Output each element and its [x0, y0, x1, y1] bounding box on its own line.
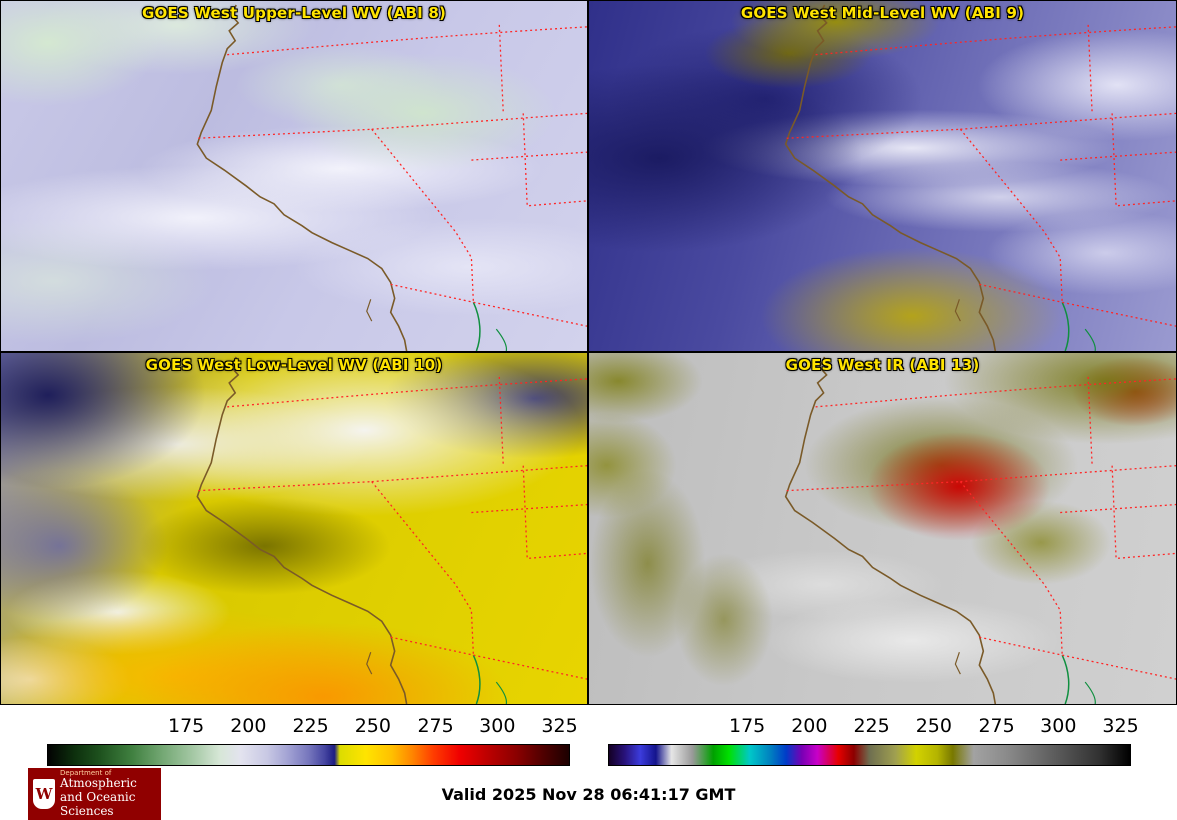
valid-time: Valid 2025 Nov 28 06:41:17 GMT [441, 785, 736, 804]
bottom-strip: 175 200 225 250 275 300 325 175 200 225 … [0, 705, 1177, 820]
panel-mid-level-wv[interactable]: GOES West Mid-Level WV (ABI 9) [588, 0, 1177, 352]
panel-ir[interactable]: GOES West IR (ABI 13) [588, 352, 1177, 705]
ir-tick-label: 275 [978, 715, 1015, 737]
panel-title-ir: GOES West IR (ABI 13) [785, 356, 980, 374]
wv-tick-label: 300 [479, 715, 516, 737]
wv-tick-label: 325 [541, 715, 578, 737]
wv-tick-label: 250 [354, 715, 391, 737]
wv-tick-label: 225 [292, 715, 329, 737]
panel-upper-level-wv[interactable]: GOES West Upper-Level WV (ABI 8) [0, 0, 588, 352]
ir-tick-label: 175 [728, 715, 766, 737]
wv-colorbar-block: 175 200 225 250 275 300 325 [47, 715, 578, 771]
ir-colorbar [608, 744, 1131, 766]
panel-low-level-wv[interactable]: GOES West Low-Level WV (ABI 10) [0, 352, 588, 705]
map-overlay-low-wv [196, 356, 587, 704]
uw-crest-icon: W [33, 779, 55, 809]
wv-colorbar-ticks: 175 200 225 250 275 300 325 [47, 715, 578, 742]
wv-tick-label: 275 [417, 715, 454, 737]
panel-title-upper-wv: GOES West Upper-Level WV (ABI 8) [141, 4, 447, 22]
ir-tick-label: 200 [791, 715, 828, 737]
logo-line-1: Atmospheric [60, 776, 137, 791]
low-level-wv-imagery [1, 353, 587, 704]
ir-colorbar-block: 175 200 225 250 275 300 325 [608, 715, 1139, 771]
footer: W Department of Atmospheric and Oceanic … [0, 768, 1177, 820]
panel-title-low-wv: GOES West Low-Level WV (ABI 10) [145, 356, 443, 374]
ir-imagery [589, 353, 1176, 704]
mid-level-wv-imagery [589, 1, 1176, 351]
wv-colorbar [47, 744, 570, 766]
ir-tick-label: 225 [853, 715, 890, 737]
ir-tick-label: 250 [915, 715, 952, 737]
colorbar-row: 175 200 225 250 275 300 325 175 200 225 … [0, 705, 1177, 771]
logo-dept-line: Department of [60, 769, 112, 778]
wv-tick-label: 200 [230, 715, 267, 737]
wv-tick-label: 175 [167, 715, 205, 737]
map-overlay-upper-wv [196, 4, 587, 351]
panel-grid: GOES West Upper-Level WV (ABI 8) GOES We… [0, 0, 1177, 705]
logo-line-2: and Oceanic Sciences [60, 790, 136, 818]
aos-logo[interactable]: W Department of Atmospheric and Oceanic … [28, 768, 161, 820]
crest-letter: W [35, 785, 53, 803]
map-overlay-mid-wv [784, 4, 1176, 351]
ir-tick-label: 325 [1102, 715, 1139, 737]
logo-text: Department of Atmospheric and Oceanic Sc… [60, 769, 156, 818]
upper-level-wv-imagery [1, 1, 587, 351]
map-overlay-ir [784, 356, 1176, 704]
panel-title-mid-wv: GOES West Mid-Level WV (ABI 9) [740, 4, 1025, 22]
ir-colorbar-ticks: 175 200 225 250 275 300 325 [608, 715, 1139, 742]
ir-tick-label: 300 [1040, 715, 1077, 737]
